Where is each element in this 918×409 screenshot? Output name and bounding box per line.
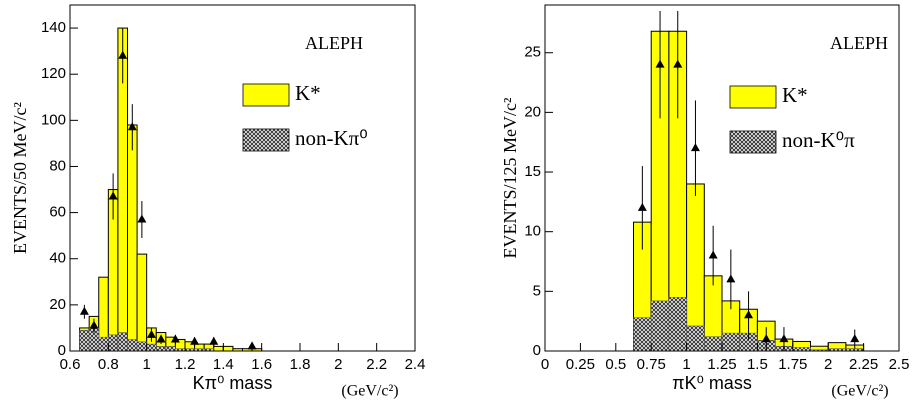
legend-label: non-K⁰π: [782, 128, 855, 152]
y-tick-label: 5: [533, 282, 541, 299]
x-axis-unit: (GeV/c²): [831, 383, 888, 400]
data-point: [744, 310, 754, 319]
data-point: [137, 214, 147, 223]
data-point: [655, 59, 665, 68]
background-bar: [108, 334, 119, 352]
x-tick-label: 0.75: [637, 356, 666, 373]
legend-label: non-Kπ⁰: [295, 126, 368, 150]
x-tick-label: 0.8: [98, 356, 119, 373]
y-tick-label: 20: [524, 103, 541, 120]
x-tick-label: 2: [334, 356, 342, 373]
x-tick-label: 0.25: [566, 356, 595, 373]
x-tick-label: 1.8: [290, 356, 311, 373]
x-tick-label: 1.5: [747, 356, 768, 373]
legend-swatch: [242, 83, 290, 107]
background-bar: [792, 347, 811, 352]
background-bar: [117, 332, 128, 352]
data-point: [708, 250, 718, 259]
y-tick-label: 60: [49, 204, 66, 221]
data-point: [726, 274, 736, 283]
x-axis-title: πK⁰ mass: [672, 373, 752, 393]
y-axis-title: EVENTS/125 MeV/c²: [500, 98, 520, 259]
x-tick-label: 2.25: [849, 356, 878, 373]
legend-swatch: [729, 130, 777, 154]
x-tick-label: 2.5: [889, 356, 910, 373]
x-axis-title: Kπ⁰ mass: [193, 373, 273, 393]
x-tick-label: 1.2: [175, 356, 196, 373]
data-point: [761, 334, 771, 343]
annotation: ALEPH: [830, 33, 888, 53]
y-tick-label: 80: [49, 157, 66, 174]
y-tick-label: 0: [58, 342, 66, 359]
data-point: [779, 334, 789, 343]
background-bar: [165, 346, 176, 352]
data-point: [209, 336, 219, 345]
x-tick-label: 1.4: [213, 356, 234, 373]
background-bar: [668, 297, 687, 352]
data-point: [637, 202, 647, 211]
background-bar: [127, 339, 138, 352]
y-tick-label: 140: [41, 19, 66, 36]
x-tick-label: 1.6: [251, 356, 272, 373]
x-tick-label: 0.6: [60, 356, 81, 373]
annotation: ALEPH: [305, 33, 363, 53]
data-point: [89, 320, 99, 329]
background-bar: [79, 329, 90, 352]
signal-bar: [213, 345, 224, 352]
data-point: [79, 306, 89, 315]
plot-frame: [69, 4, 416, 352]
x-tick-label: 1.75: [778, 356, 807, 373]
y-tick-label: 120: [41, 65, 66, 82]
background-bar: [633, 317, 652, 352]
background-bar: [686, 325, 705, 352]
x-tick-label: 0.5: [605, 356, 626, 373]
data-point: [247, 341, 257, 350]
background-bar: [146, 343, 157, 352]
data-point: [170, 334, 180, 343]
background-bar: [650, 300, 670, 352]
background-bar: [98, 336, 109, 352]
y-tick-label: 20: [49, 296, 66, 313]
legend-label: K*: [782, 83, 808, 107]
data-point: [127, 122, 137, 131]
y-tick-label: 15: [524, 163, 541, 180]
y-tick-label: 25: [524, 44, 541, 61]
x-axis-unit: (GeV/c²): [341, 383, 398, 400]
signal-bar: [136, 253, 148, 352]
x-tick-label: 1: [682, 356, 690, 373]
legend-swatch: [729, 85, 777, 109]
data-point: [190, 336, 200, 345]
legend-swatch: [242, 128, 290, 152]
data-point: [673, 59, 683, 68]
y-tick-label: 0: [533, 342, 541, 359]
x-tick-label: 2.4: [405, 356, 426, 373]
signal-bar: [127, 124, 138, 352]
background-bar: [721, 332, 740, 352]
legend-label: K*: [295, 81, 321, 105]
signal-bar: [222, 345, 234, 352]
y-tick-label: 100: [41, 111, 66, 128]
background-bar: [156, 346, 167, 352]
background-bar: [704, 336, 723, 352]
x-tick-label: 2: [824, 356, 832, 373]
data-point: [108, 191, 118, 200]
x-tick-label: 2.2: [366, 356, 387, 373]
data-point: [690, 143, 700, 152]
data-point: [146, 329, 156, 338]
x-tick-label: 1.25: [707, 356, 736, 373]
data-point: [118, 50, 128, 59]
x-tick-label: 1: [142, 356, 150, 373]
y-tick-label: 40: [49, 250, 66, 267]
y-axis-title: EVENTS/50 MeV/c²: [10, 102, 30, 254]
y-tick-label: 10: [524, 223, 541, 240]
x-tick-label: 0: [541, 356, 549, 373]
data-point: [156, 334, 166, 343]
data-point: [850, 334, 860, 343]
background-bar: [136, 341, 147, 352]
